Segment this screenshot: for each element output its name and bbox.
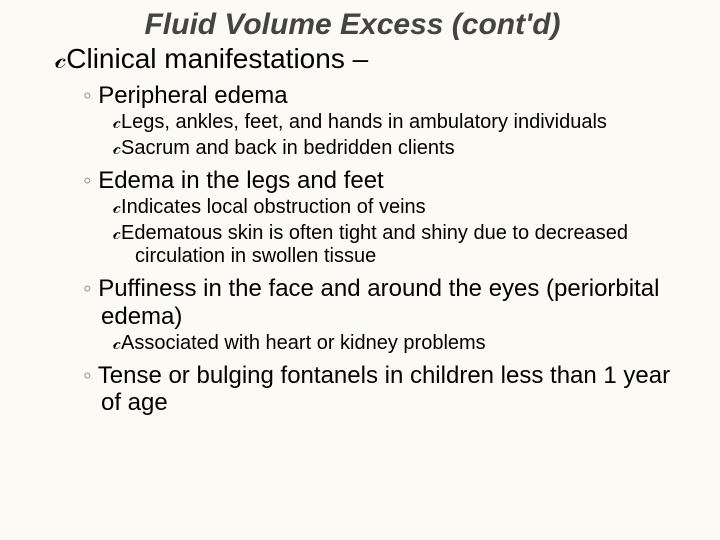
level3-text: Edematous skin is often tight and shiny …	[121, 222, 628, 268]
script-bullet-icon: 𝒸	[113, 222, 121, 244]
level1-item: 𝒸Clinical manifestations –	[55, 44, 690, 76]
ring-bullet-icon: ◦	[83, 362, 92, 389]
level3-item: 𝒸Associated with heart or kidney problem…	[113, 332, 690, 356]
script-bullet-icon: 𝒸	[113, 196, 121, 218]
level2-item: ◦ Edema in the legs and feet	[83, 167, 690, 195]
level3-text: Indicates local obstruction of veins	[121, 196, 426, 218]
level3-text: Associated with heart or kidney problems	[121, 332, 486, 354]
level3-text: Sacrum and back in bedridden clients	[121, 137, 455, 159]
level2-text: Tense or bulging fontanels in children l…	[98, 362, 670, 417]
level2-text: Edema in the legs and feet	[98, 167, 384, 194]
level3-text: Legs, ankles, feet, and hands in ambulat…	[121, 111, 607, 133]
level3-item: 𝒸Edematous skin is often tight and shiny…	[113, 222, 690, 269]
script-bullet-icon: 𝒸	[55, 44, 66, 75]
level3-item: 𝒸Legs, ankles, feet, and hands in ambula…	[113, 111, 690, 135]
level1-text: Clinical manifestations –	[66, 43, 368, 74]
script-bullet-icon: 𝒸	[113, 111, 121, 133]
level2-text: Puffiness in the face and around the eye…	[98, 275, 659, 330]
level3-item: 𝒸Indicates local obstruction of veins	[113, 196, 690, 220]
level2-item: ◦ Tense or bulging fontanels in children…	[83, 362, 690, 417]
ring-bullet-icon: ◦	[83, 167, 92, 194]
script-bullet-icon: 𝒸	[113, 137, 121, 159]
ring-bullet-icon: ◦	[83, 82, 92, 109]
level2-item: ◦ Puffiness in the face and around the e…	[83, 275, 690, 330]
slide-title: Fluid Volume Excess (cont'd)	[15, 8, 690, 42]
level3-item: 𝒸Sacrum and back in bedridden clients	[113, 137, 690, 161]
level2-text: Peripheral edema	[98, 82, 287, 109]
level2-item: ◦ Peripheral edema	[83, 82, 690, 110]
script-bullet-icon: 𝒸	[113, 332, 121, 354]
ring-bullet-icon: ◦	[83, 275, 92, 302]
